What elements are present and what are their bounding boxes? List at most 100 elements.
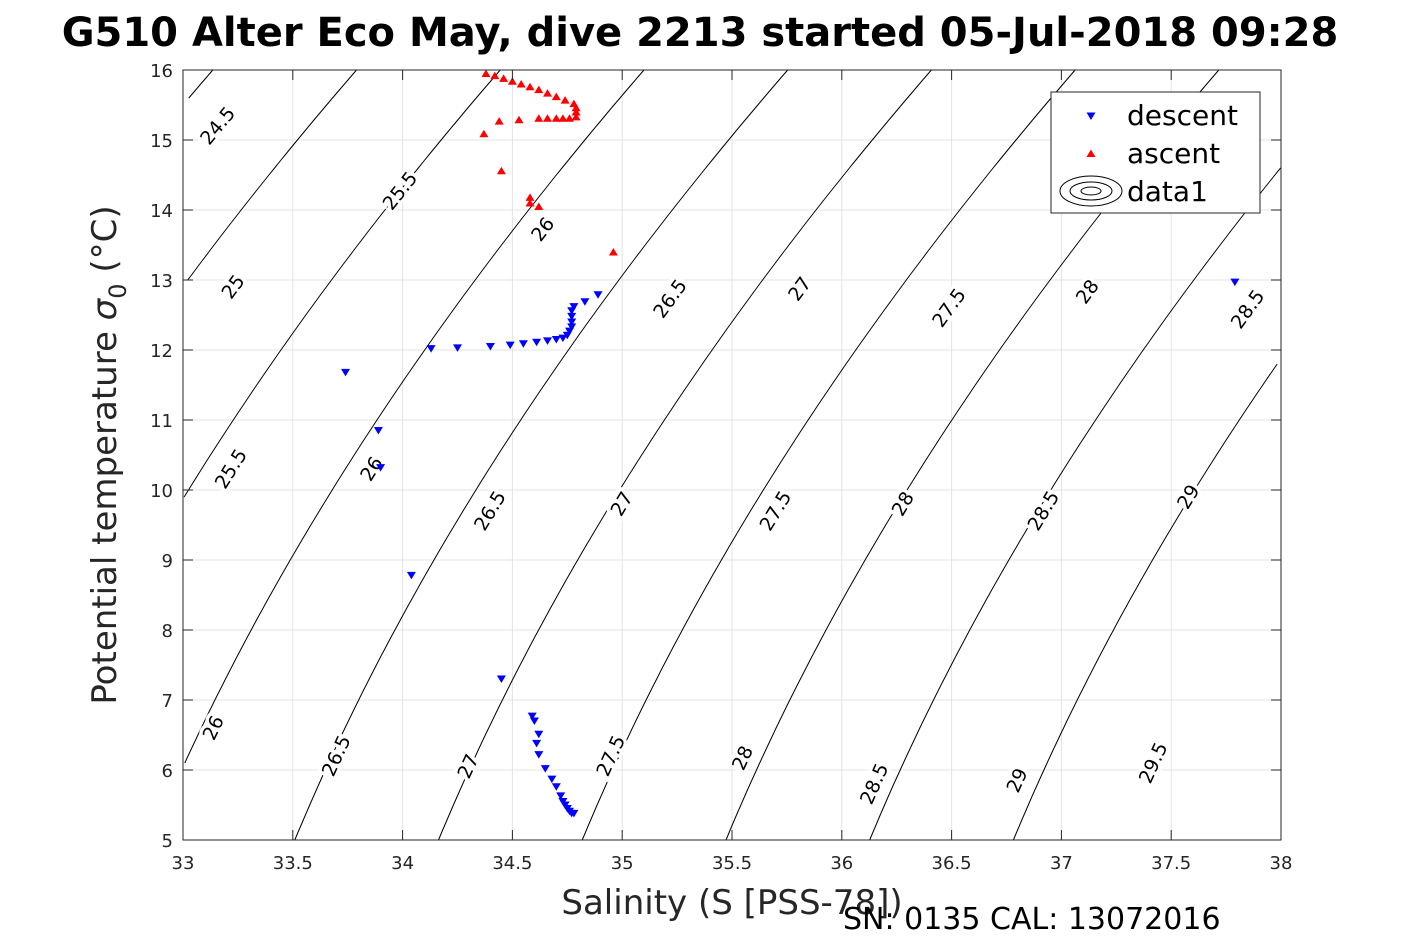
x-tick-label: 34	[391, 853, 414, 874]
ascent-point	[534, 114, 544, 122]
ascent-point	[496, 166, 506, 175]
legend-marker-ascent	[1086, 149, 1096, 157]
legend-contour-ring-inner	[1080, 186, 1102, 196]
y-tick-label: 9	[162, 551, 173, 572]
x-tick-label: 37	[1050, 853, 1073, 874]
descent-point	[567, 312, 577, 321]
y-axis-label-subscript: 0	[104, 283, 132, 298]
legend-contour-ring-middle	[1069, 181, 1113, 201]
descent-point	[569, 303, 579, 311]
descent-point	[527, 712, 537, 721]
legend-box	[1050, 91, 1261, 214]
x-tick-label: 36.5	[932, 853, 972, 874]
descent-point	[593, 291, 603, 299]
y-tick-label: 11	[150, 411, 173, 432]
ascent-point	[608, 248, 618, 256]
descent-point	[534, 730, 544, 739]
descent-point	[556, 792, 566, 800]
ascent-point	[481, 69, 491, 77]
x-tick-label: 38	[1270, 853, 1293, 874]
legend-label-ascent: ascent	[1127, 137, 1220, 170]
descent-point	[551, 336, 561, 344]
x-tick-label: 33.5	[273, 853, 313, 874]
y-tick-label: 15	[150, 131, 173, 152]
isopycnal-contours	[183, 69, 1281, 841]
descent-point	[505, 341, 515, 350]
y-tick-label: 10	[150, 481, 173, 502]
legend-label-descent: descent	[1127, 99, 1238, 132]
ascent-point	[514, 115, 524, 124]
descent-point	[1230, 278, 1240, 287]
ascent-point	[479, 129, 489, 138]
axis-ticks: 33 33.5 34 34.5 35 35.5 36 36.5 37 37.5 38 5 6 7 8 9 10 1…	[150, 61, 1292, 874]
isopycnal-line	[438, 69, 932, 841]
descent-point	[426, 345, 436, 353]
y-tick-label: 14	[150, 201, 173, 222]
descent-point	[341, 368, 350, 377]
y-tick-label: 6	[162, 761, 173, 782]
ascent-point	[571, 108, 581, 116]
chart-title: G510 Alter Eco May, dive 2213 started 05…	[62, 10, 1339, 56]
y-tick-label: 8	[162, 621, 173, 642]
y-axis-label-text: Potential temperature	[85, 331, 125, 704]
isopycnal-line	[187, 69, 357, 281]
isopycnal-line	[581, 69, 1076, 841]
y-tick-label: 12	[150, 341, 173, 362]
descent-point	[534, 751, 544, 759]
descent-point	[569, 809, 579, 818]
ascent-point	[490, 71, 500, 80]
isopycnal-line	[184, 69, 645, 764]
descent-point	[376, 464, 386, 472]
descent-point	[518, 340, 528, 348]
ascent-point	[551, 114, 561, 122]
ascent-point	[560, 96, 570, 104]
x-tick-label: 33	[172, 853, 195, 874]
x-tick-label: 34.5	[492, 853, 532, 874]
x-tick-label: 37.5	[1151, 853, 1191, 874]
descent-point	[540, 765, 550, 773]
isopycnal-line	[294, 69, 789, 841]
y-axis-label-space-2	[85, 273, 125, 284]
y-tick-label: 13	[150, 271, 173, 292]
ascent-point	[525, 193, 535, 201]
descent-point	[496, 675, 506, 683]
ascent-point	[516, 80, 526, 88]
x-tick-label: 35.5	[712, 853, 752, 874]
data-points	[341, 69, 1240, 818]
y-axis-label-sigma: σ	[85, 297, 125, 320]
legend-contour-ring-outer	[1059, 175, 1123, 207]
ascent-point	[543, 89, 552, 97]
legend-contour-icon	[1059, 175, 1123, 207]
legend-marker-descent	[1086, 112, 1096, 120]
descent-point	[529, 717, 539, 725]
y-tick-label: 16	[150, 61, 173, 82]
legend: descent ascent data1	[1050, 91, 1261, 214]
ascent-point	[565, 114, 574, 122]
ascent-point	[525, 82, 535, 91]
descent-point	[547, 775, 557, 784]
x-axis-label: Salinity (S [PSS-78])	[561, 883, 902, 923]
ascent-point	[507, 77, 517, 85]
ascent-point	[571, 112, 581, 121]
descent-point	[532, 338, 542, 347]
ascent-point	[543, 114, 552, 122]
isopycnal-line	[869, 167, 1281, 841]
descent-point	[453, 344, 462, 352]
descent-point	[406, 571, 416, 580]
descent-point	[543, 337, 552, 345]
ascent-point	[499, 74, 509, 82]
ascent-point	[534, 85, 544, 94]
legend-label-data1: data1	[1127, 175, 1208, 208]
descent-point	[485, 343, 495, 351]
y-axis-label-space	[85, 320, 125, 331]
isopycnal-line	[183, 69, 501, 498]
footer-serial-calibration: SN: 0135 CAL: 13072016	[843, 902, 1221, 937]
descent-point	[558, 334, 568, 343]
x-tick-label: 35	[611, 853, 634, 874]
descent-point	[532, 739, 542, 748]
ascent-point	[551, 92, 561, 101]
y-tick-label: 7	[162, 691, 173, 712]
y-axis-label: Potential temperature σ0 (°C)	[85, 205, 132, 704]
isopycnal-line	[1012, 363, 1278, 841]
